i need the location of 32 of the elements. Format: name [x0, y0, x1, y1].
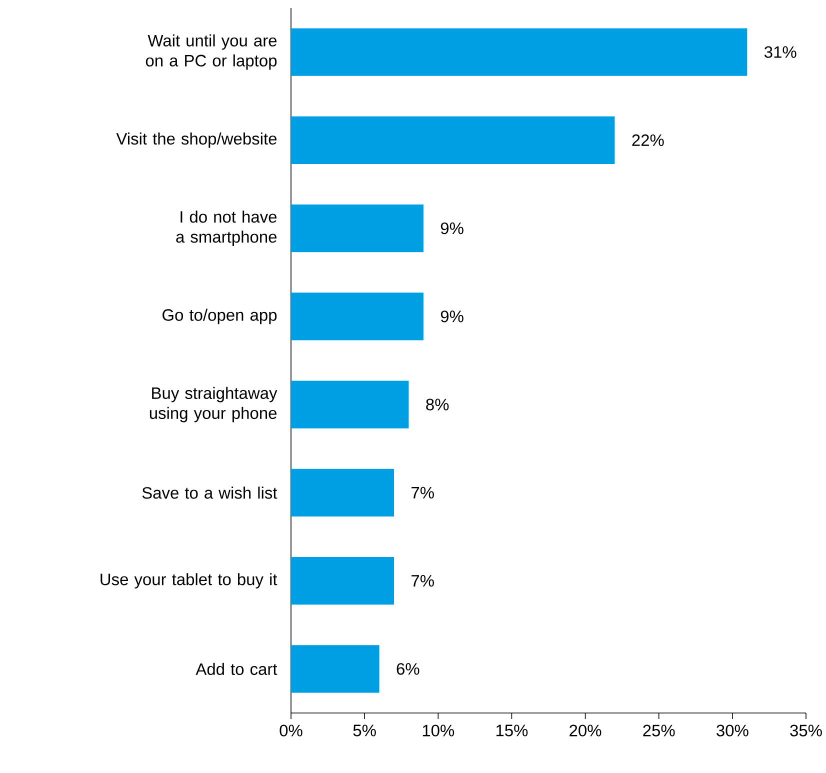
data-label: 31%: [764, 46, 796, 58]
data-label: 6%: [396, 663, 420, 675]
y-tick-label: Save to a wish list: [142, 486, 278, 499]
bar: [291, 557, 394, 605]
x-tick-label: 0%: [280, 724, 302, 736]
data-label: 9%: [440, 310, 464, 322]
x-tick-label: 10%: [422, 724, 454, 736]
data-label: 8%: [426, 398, 449, 410]
bar: [291, 380, 409, 428]
x-tick-label: 5%: [353, 724, 376, 736]
data-label: 7%: [412, 486, 434, 498]
x-tick-label: 15%: [496, 724, 528, 736]
y-tick-label: Go to/open app: [162, 308, 277, 324]
y-tick-label: Use your tablet to buy it: [100, 573, 278, 589]
y-tick-label: Wait until you are on a PC or laptop: [146, 34, 277, 70]
data-label: 9%: [440, 222, 464, 234]
y-tick-label: Buy straightaway using your phone: [150, 386, 278, 422]
bar: [291, 645, 380, 693]
y-tick-label: I do not have a smartphone: [176, 210, 277, 246]
y-tick-label: Add to cart: [196, 662, 278, 675]
data-label: 7%: [412, 575, 434, 587]
bar: [291, 292, 424, 340]
bar: [291, 116, 615, 164]
data-label: 22%: [632, 134, 664, 146]
x-tick-label: 25%: [643, 724, 675, 736]
x-tick-label: 20%: [570, 724, 602, 736]
x-tick-label: 30%: [716, 724, 748, 736]
bar: [291, 28, 748, 76]
x-tick-label: 35%: [790, 724, 822, 736]
bar: [291, 468, 394, 516]
bar: [291, 204, 424, 252]
y-tick-label: Visit the shop/website: [116, 132, 277, 148]
